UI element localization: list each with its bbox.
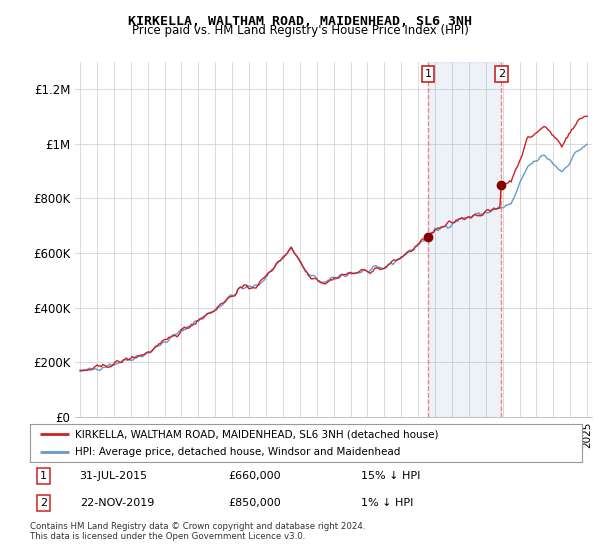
Text: Contains HM Land Registry data © Crown copyright and database right 2024.
This d: Contains HM Land Registry data © Crown c…: [30, 522, 365, 542]
Text: 1: 1: [40, 471, 47, 481]
Text: 1: 1: [424, 69, 431, 79]
Text: KIRKELLA, WALTHAM ROAD, MAIDENHEAD, SL6 3NH (detached house): KIRKELLA, WALTHAM ROAD, MAIDENHEAD, SL6 …: [75, 429, 439, 439]
Text: HPI: Average price, detached house, Windsor and Maidenhead: HPI: Average price, detached house, Wind…: [75, 447, 401, 457]
Text: 1% ↓ HPI: 1% ↓ HPI: [361, 498, 413, 508]
Text: 31-JUL-2015: 31-JUL-2015: [80, 471, 148, 481]
Text: 15% ↓ HPI: 15% ↓ HPI: [361, 471, 421, 481]
Text: £850,000: £850,000: [229, 498, 281, 508]
Text: KIRKELLA, WALTHAM ROAD, MAIDENHEAD, SL6 3NH: KIRKELLA, WALTHAM ROAD, MAIDENHEAD, SL6 …: [128, 15, 472, 28]
Bar: [428, 62, 501, 417]
Text: Price paid vs. HM Land Registry's House Price Index (HPI): Price paid vs. HM Land Registry's House …: [131, 24, 469, 38]
Text: 2: 2: [497, 69, 505, 79]
Text: £660,000: £660,000: [229, 471, 281, 481]
Text: 22-NOV-2019: 22-NOV-2019: [80, 498, 154, 508]
Text: 2: 2: [40, 498, 47, 508]
